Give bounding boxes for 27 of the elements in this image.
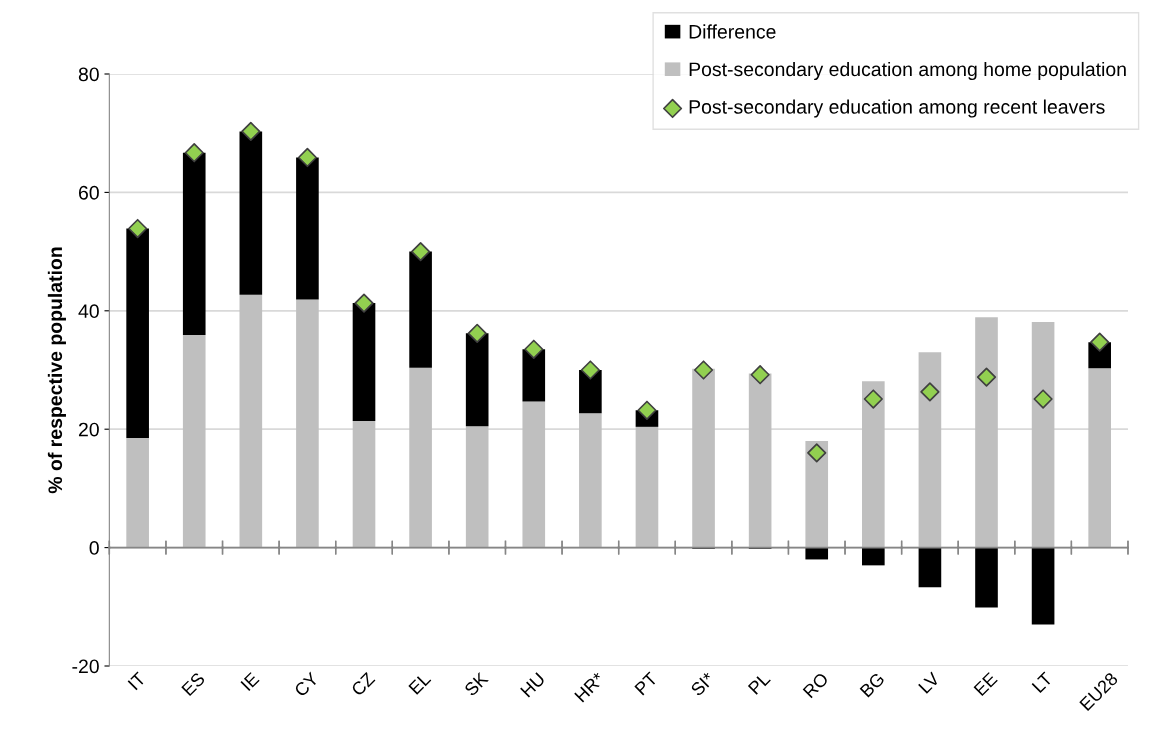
legend-label: Post-secondary education among recent leavers <box>689 99 1105 118</box>
y-tick-label: 80 <box>78 67 99 82</box>
x-tick-label: SI* <box>690 671 716 697</box>
x-tick-label: EL <box>408 671 432 695</box>
x-tick-label: PL <box>747 671 771 695</box>
x-tick-label: ES <box>181 671 206 697</box>
x-tick-label: IE <box>240 671 260 691</box>
legend-label: Difference <box>689 24 776 39</box>
x-tick-label: CZ <box>350 671 376 697</box>
y-axis-title: % of respective population <box>47 247 66 494</box>
y-tick-label: -20 <box>72 659 99 674</box>
y-tick-label: 40 <box>78 304 99 319</box>
x-tick-label: PT <box>634 671 659 696</box>
x-tick-label: LT <box>1031 671 1054 694</box>
x-tick-label: HU <box>520 672 546 698</box>
x-tick-label: EE <box>973 671 998 697</box>
y-tick-label: 0 <box>89 541 99 555</box>
x-tick-label: HR* <box>574 671 606 703</box>
y-tick-label: 20 <box>78 422 99 437</box>
legend-label: Post-secondary education among home population <box>689 61 1126 81</box>
x-tick-label: SK <box>463 671 489 697</box>
x-tick-label: BG <box>859 672 886 698</box>
x-tick-label: CY <box>293 671 320 698</box>
x-tick-label: IT <box>127 671 147 691</box>
x-tick-label: LV <box>918 671 941 694</box>
x-tick-label: RO <box>802 671 830 699</box>
y-tick-label: 60 <box>78 185 99 200</box>
